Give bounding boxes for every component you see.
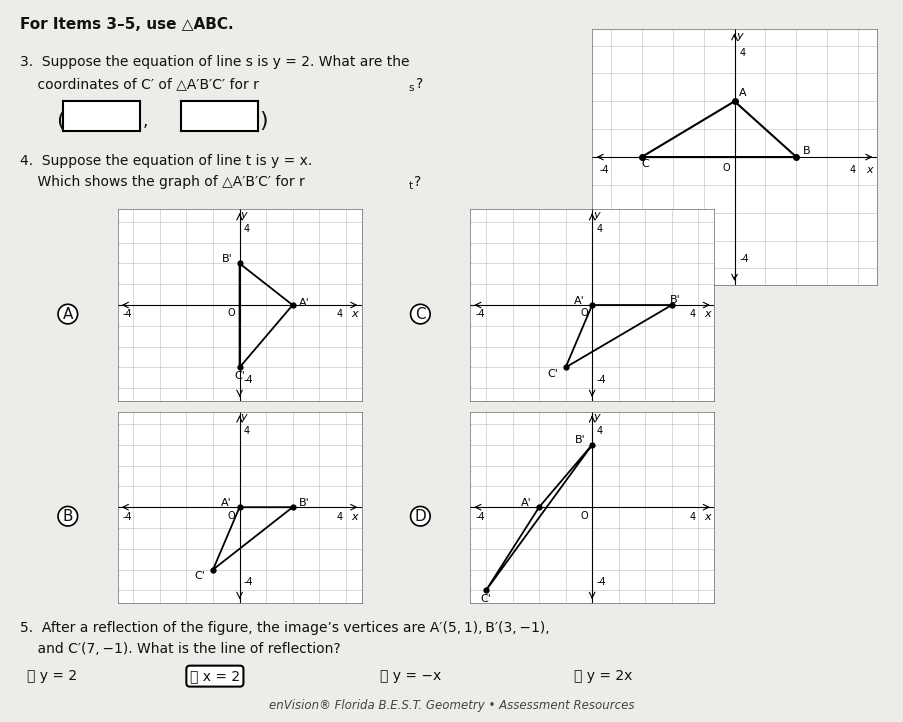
Text: -4: -4	[474, 512, 484, 521]
Text: ,: ,	[143, 112, 148, 129]
Text: -4: -4	[122, 512, 132, 521]
Text: 3.  Suppose the equation of line s is y = 2. What are the: 3. Suppose the equation of line s is y =…	[20, 56, 409, 69]
Text: ?: ?	[415, 77, 423, 91]
Text: 4: 4	[595, 224, 601, 234]
Text: y: y	[592, 412, 599, 422]
Text: For Items 3–5, use △ABC.: For Items 3–5, use △ABC.	[20, 17, 233, 32]
Text: x: x	[351, 512, 358, 521]
Text: 4: 4	[739, 48, 744, 58]
Text: Which shows the graph of △A′B′C′ for r: Which shows the graph of △A′B′C′ for r	[20, 175, 304, 189]
Text: -4: -4	[595, 578, 605, 587]
Text: coordinates of C′ of △A′B′C′ for r: coordinates of C′ of △A′B′C′ for r	[20, 77, 258, 91]
Text: A': A'	[520, 498, 531, 508]
Text: (: (	[56, 110, 65, 131]
Text: C': C'	[546, 369, 557, 378]
Text: y: y	[592, 209, 599, 219]
Text: -4: -4	[739, 254, 748, 264]
Text: 4: 4	[243, 426, 249, 436]
Text: A: A	[739, 88, 746, 97]
Text: 4: 4	[595, 426, 601, 436]
Text: -4: -4	[474, 310, 484, 319]
Text: A': A'	[220, 498, 231, 508]
Text: 4: 4	[848, 165, 854, 175]
Text: 4.  Suppose the equation of line t is y = x.: 4. Suppose the equation of line t is y =…	[20, 154, 312, 168]
Text: 5.  After a reflection of the figure, the image’s vertices are A′(5, 1), B′(3, −: 5. After a reflection of the figure, the…	[20, 621, 549, 635]
Text: C': C'	[194, 571, 205, 580]
Text: -4: -4	[243, 375, 253, 385]
Text: ⓓ y = 2x: ⓓ y = 2x	[573, 669, 632, 683]
Text: -4: -4	[595, 375, 605, 385]
Text: and C′(7, −1). What is the line of reflection?: and C′(7, −1). What is the line of refle…	[20, 642, 340, 656]
Text: ?: ?	[414, 175, 421, 189]
Text: A: A	[62, 307, 73, 321]
Text: y: y	[240, 412, 247, 422]
Text: B': B'	[222, 254, 233, 264]
Text: 4: 4	[689, 512, 694, 521]
Text: O: O	[228, 308, 236, 318]
Text: O: O	[580, 510, 588, 521]
Text: O: O	[721, 163, 729, 173]
Text: 4: 4	[689, 310, 694, 319]
Text: y: y	[735, 31, 741, 41]
Text: x: x	[703, 310, 710, 319]
Text: -4: -4	[599, 165, 609, 175]
Text: B: B	[62, 509, 73, 523]
Text: Ⓐ y = 2: Ⓐ y = 2	[27, 669, 77, 683]
Text: ): )	[259, 110, 268, 131]
Text: B': B'	[299, 498, 310, 508]
Text: C': C'	[234, 371, 245, 380]
Text: A': A'	[299, 298, 310, 308]
Text: -4: -4	[122, 310, 132, 319]
Text: x: x	[865, 165, 871, 175]
Text: y: y	[240, 209, 247, 219]
Text: C': C'	[480, 593, 491, 604]
Text: A': A'	[573, 296, 583, 306]
Text: t: t	[408, 181, 413, 191]
Text: x: x	[351, 310, 358, 319]
Text: x: x	[703, 512, 710, 521]
Text: enVision® Florida B.E.S.T. Geometry • Assessment Resources: enVision® Florida B.E.S.T. Geometry • As…	[269, 699, 634, 712]
Text: B: B	[802, 147, 809, 156]
Text: B': B'	[574, 435, 585, 445]
Text: 4: 4	[243, 224, 249, 234]
Text: Ⓑ x = 2: Ⓑ x = 2	[190, 669, 239, 683]
Text: C: C	[641, 159, 648, 169]
Text: Ⓘ y = −x: Ⓘ y = −x	[379, 669, 441, 683]
Text: 4: 4	[337, 310, 342, 319]
Text: C: C	[414, 307, 425, 321]
Text: O: O	[580, 308, 588, 318]
Text: D: D	[414, 509, 425, 523]
Text: O: O	[228, 510, 236, 521]
Text: 4: 4	[337, 512, 342, 521]
Text: -4: -4	[243, 578, 253, 587]
Text: s: s	[408, 83, 414, 93]
Text: B': B'	[669, 295, 680, 305]
